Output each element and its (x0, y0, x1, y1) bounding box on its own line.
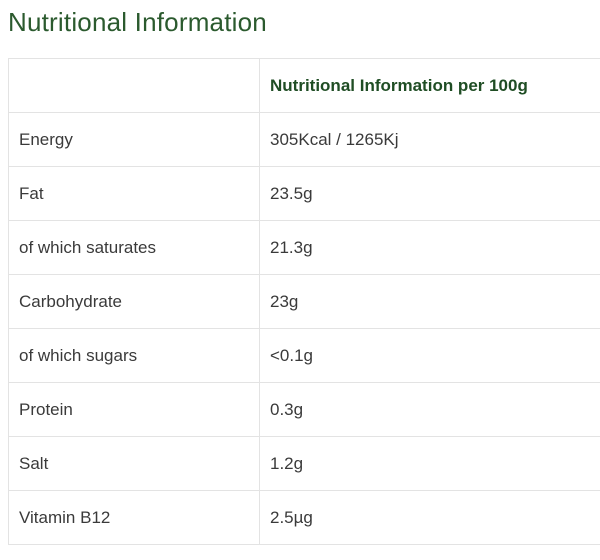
nutrient-name: Fat (8, 166, 260, 221)
nutrient-value: 1.2g (259, 436, 600, 491)
nutrient-name: Protein (8, 382, 260, 437)
nutrient-value: 2.5µg (259, 490, 600, 545)
nutrient-value: 21.3g (259, 220, 600, 275)
table-row: Fat 23.5g (8, 166, 600, 221)
header-per-100g: Nutritional Information per 100g (259, 58, 600, 113)
nutrient-name: Energy (8, 112, 260, 167)
table-row: Vitamin B12 2.5µg (8, 490, 600, 545)
header-empty-cell (8, 58, 260, 113)
table-row: Carbohydrate 23g (8, 274, 600, 329)
table-row: Energy 305Kcal / 1265Kj (8, 112, 600, 167)
table-row: Salt 1.2g (8, 436, 600, 491)
table-row: Protein 0.3g (8, 382, 600, 437)
nutrient-name: Carbohydrate (8, 274, 260, 329)
nutrient-value: 305Kcal / 1265Kj (259, 112, 600, 167)
nutrition-table: Nutritional Information per 100g Energy … (8, 58, 600, 545)
table-row: of which sugars <0.1g (8, 328, 600, 383)
page-title: Nutritional Information (8, 7, 267, 37)
nutrient-name: of which saturates (8, 220, 260, 275)
nutrient-value: 23g (259, 274, 600, 329)
nutrient-name: of which sugars (8, 328, 260, 383)
nutrient-name: Vitamin B12 (8, 490, 260, 545)
nutrient-value: <0.1g (259, 328, 600, 383)
nutrient-value: 0.3g (259, 382, 600, 437)
nutrient-value: 23.5g (259, 166, 600, 221)
table-row: of which saturates 21.3g (8, 220, 600, 275)
table-header-row: Nutritional Information per 100g (8, 58, 600, 113)
nutrient-name: Salt (8, 436, 260, 491)
